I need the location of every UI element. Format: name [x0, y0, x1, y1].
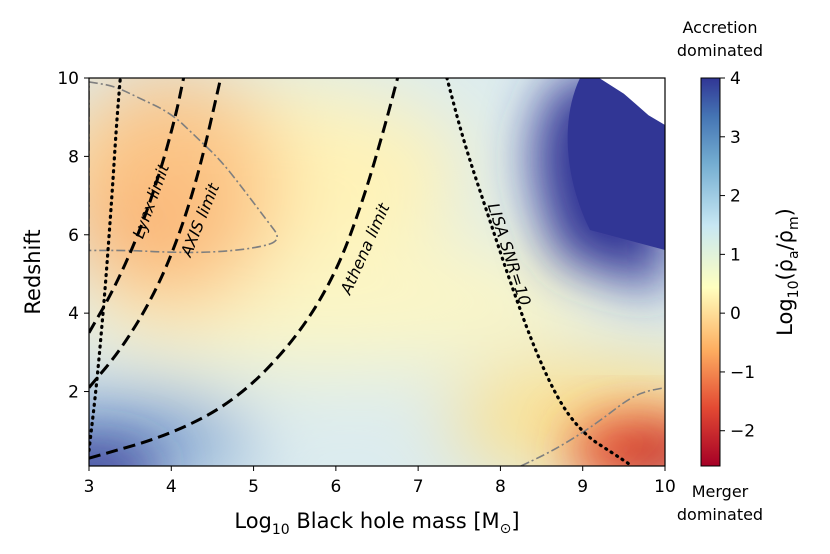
accretion-note-line1: Accretion [683, 18, 758, 37]
x-tick-label: 9 [577, 477, 588, 497]
y-tick-label: 6 [68, 226, 79, 246]
field-darkblue-corner [89, 445, 160, 466]
colorbar-tick-label: −2 [730, 422, 755, 442]
x-axis-label: Log10 Black hole mass [M⊙] [234, 509, 519, 538]
colorbar-tick-label: 2 [730, 187, 741, 207]
colorbar-tick-label: 3 [730, 128, 741, 148]
contour-line-2 [520, 386, 665, 466]
curve-axis-limit [89, 78, 223, 389]
contour-line-1 [89, 81, 278, 254]
x-tick-label: 5 [248, 477, 259, 497]
x-tick-label: 10 [654, 477, 676, 497]
x-tick-label: 7 [413, 477, 424, 497]
contours-layer [89, 81, 665, 466]
x-tick-label: 4 [166, 477, 177, 497]
y-tick-label: 2 [68, 383, 79, 403]
heatmap-field [89, 78, 665, 466]
colorbar-tick-label: 4 [730, 69, 741, 89]
curve-athena-limit [89, 78, 400, 460]
x-axis: 3 4 5 6 7 8 9 10 [84, 466, 676, 497]
curve-lynx-limit [89, 78, 186, 334]
y-tick-label: 8 [68, 147, 79, 167]
merger-note-line2: dominated [677, 505, 763, 524]
colorbar [700, 77, 721, 467]
y-tick-label: 10 [57, 69, 79, 89]
y-axis: 2 4 6 8 10 [57, 69, 89, 403]
x-tick-label: 8 [495, 477, 506, 497]
blank-region [599, 78, 665, 125]
colorbar-ticks: −2 −1 0 1 2 3 4 [720, 69, 755, 442]
y-tick-label: 4 [68, 304, 79, 324]
curve-unlabeled-dotted [89, 78, 122, 452]
x-tick-label: 6 [330, 477, 341, 497]
curves-layer [89, 78, 634, 466]
x-tick-label: 3 [84, 477, 95, 497]
plot-frame [88, 77, 666, 467]
colorbar-tick-label: 0 [730, 304, 741, 324]
y-axis-label: Redshift [21, 229, 45, 314]
field-saturated-blue-core [567, 78, 665, 250]
colorbar-label: Log10(ρ̇a/ρ̇m) [773, 208, 802, 336]
field-darkred-corner [630, 440, 665, 466]
colorbar-tick-label: −1 [730, 363, 755, 383]
merger-note-line1: Merger [692, 482, 749, 501]
field-orange-upper-left [89, 78, 280, 310]
colorbar-tick-label: 1 [730, 245, 741, 265]
accretion-note-line2: dominated [677, 41, 763, 60]
